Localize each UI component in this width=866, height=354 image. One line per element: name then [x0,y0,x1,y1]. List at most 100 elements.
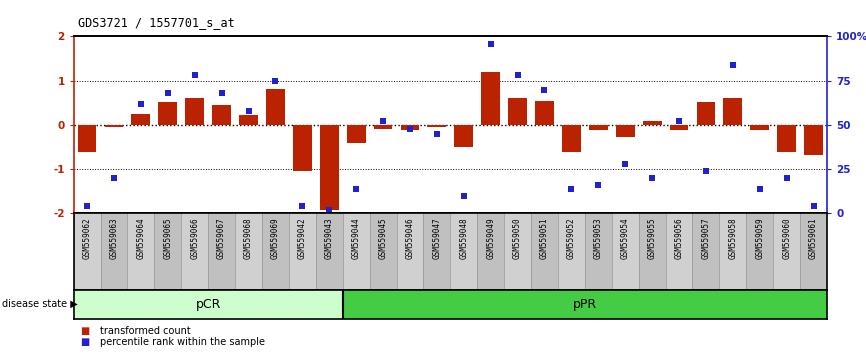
Text: GDS3721 / 1557701_s_at: GDS3721 / 1557701_s_at [78,16,235,29]
Bar [127,213,154,290]
Text: GSM559052: GSM559052 [567,217,576,259]
Point [511,73,525,78]
Bar [100,213,127,290]
Point [699,168,713,174]
Bar [666,213,693,290]
Bar [262,213,289,290]
Bar [266,89,285,125]
Text: GSM559042: GSM559042 [298,217,307,259]
Bar [78,125,96,152]
Bar [616,125,635,137]
Point [591,182,605,188]
Bar [481,72,500,125]
Text: disease state ▶: disease state ▶ [2,299,77,309]
Text: pPR: pPR [572,298,597,310]
Bar [746,213,773,290]
Text: percentile rank within the sample: percentile rank within the sample [100,337,265,347]
Bar [235,213,262,290]
Point [430,131,443,137]
Bar [154,213,181,290]
Bar [185,97,204,125]
Bar [373,125,392,129]
Bar [316,213,343,290]
Point [81,204,94,209]
Text: pCR: pCR [196,298,221,310]
Bar [74,290,343,319]
Text: GSM559046: GSM559046 [405,217,415,259]
Bar [239,115,258,125]
Point [322,207,336,213]
Point [645,175,659,181]
Bar [778,125,796,152]
Bar [293,125,312,171]
Text: GSM559068: GSM559068 [244,217,253,259]
Text: GSM559048: GSM559048 [459,217,469,259]
Bar [370,213,397,290]
Bar [504,213,531,290]
Text: GSM559056: GSM559056 [675,217,683,259]
Point [726,62,740,68]
Point [376,119,390,124]
Bar [212,105,231,125]
Bar [397,213,423,290]
Text: GSM559055: GSM559055 [648,217,656,259]
Bar [423,213,450,290]
Bar [723,97,742,125]
Text: GSM559049: GSM559049 [486,217,495,259]
Text: GSM559054: GSM559054 [621,217,630,259]
Text: GSM559069: GSM559069 [271,217,280,259]
Bar [181,213,208,290]
Text: GSM559061: GSM559061 [809,217,818,259]
Bar [158,102,178,125]
Text: GSM559067: GSM559067 [217,217,226,259]
Bar [208,213,235,290]
Text: GSM559051: GSM559051 [540,217,549,259]
Point [806,204,820,209]
Bar [508,98,527,125]
Text: ■: ■ [81,337,90,347]
Point [779,175,793,181]
Point [242,108,255,114]
Bar [585,213,611,290]
Text: GSM559060: GSM559060 [782,217,792,259]
Bar [773,213,800,290]
Text: GSM559043: GSM559043 [325,217,333,259]
Bar [346,125,365,143]
Bar [611,213,638,290]
Bar [696,102,715,125]
Bar [535,101,554,125]
Point [215,90,229,96]
Point [484,41,498,46]
Text: GSM559050: GSM559050 [513,217,522,259]
Text: GSM559045: GSM559045 [378,217,388,259]
Point [295,204,309,209]
Bar [589,125,608,130]
Text: GSM559064: GSM559064 [136,217,145,259]
Bar [800,213,827,290]
Point [403,126,417,131]
Point [161,90,175,96]
Point [107,175,121,181]
Point [457,193,471,199]
Bar [750,125,769,130]
Text: GSM559057: GSM559057 [701,217,710,259]
Bar [401,125,419,130]
Point [268,78,282,84]
Point [618,161,632,167]
Bar [720,213,746,290]
Point [134,101,148,107]
Bar [562,125,581,152]
Point [188,73,202,78]
Text: GSM559065: GSM559065 [164,217,172,259]
Bar [74,213,100,290]
Bar [638,213,666,290]
Bar [428,125,446,127]
Text: GSM559044: GSM559044 [352,217,360,259]
Bar [105,125,123,127]
Bar [693,213,720,290]
Text: transformed count: transformed count [100,326,191,336]
Bar [289,213,316,290]
Bar [343,213,370,290]
Text: GSM559047: GSM559047 [432,217,442,259]
Text: ■: ■ [81,326,90,336]
